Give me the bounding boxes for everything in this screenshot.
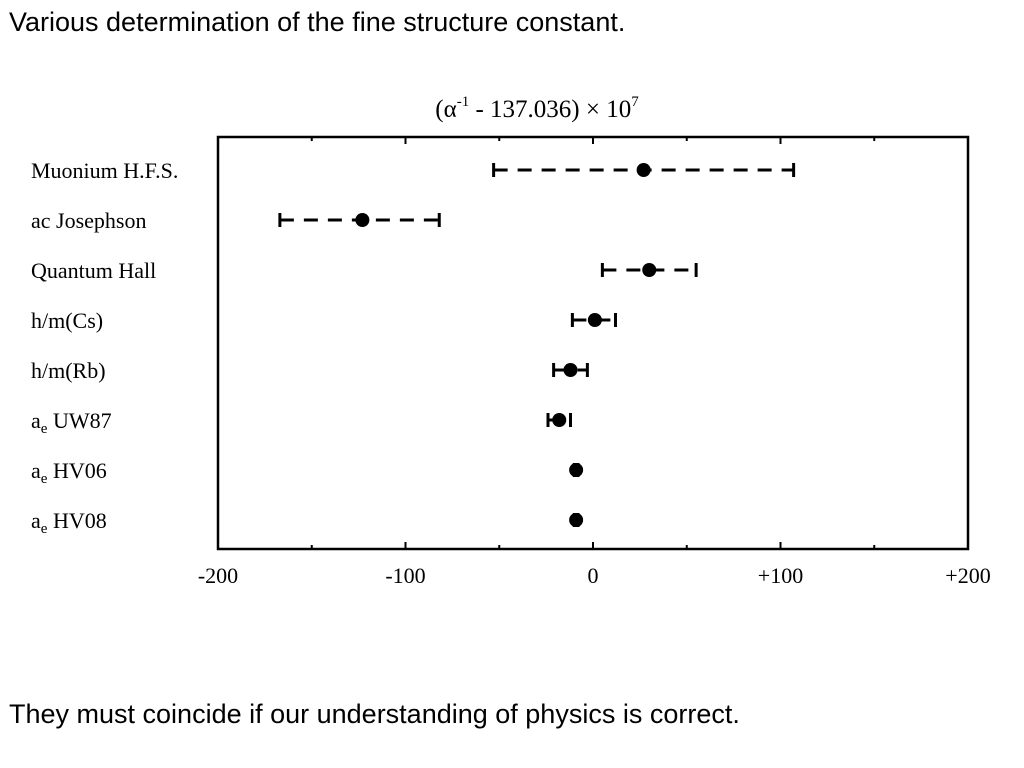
data-point bbox=[552, 413, 567, 427]
row-label: Muonium H.F.S. bbox=[31, 158, 178, 183]
row-label: Quantum Hall bbox=[31, 258, 156, 283]
data-point bbox=[355, 213, 370, 227]
row-label: ac Josephson bbox=[31, 208, 146, 233]
row-label: h/m(Cs) bbox=[31, 308, 103, 333]
x-tick-label: +200 bbox=[945, 563, 990, 588]
chart-title-base: (α bbox=[435, 96, 456, 123]
data-point bbox=[642, 263, 657, 277]
chart-title-exponent: -1 bbox=[457, 94, 470, 110]
x-tick-label: -100 bbox=[385, 563, 425, 588]
plot-frame bbox=[216, 135, 970, 551]
chart-title-middle: - 137.036) × 10 bbox=[469, 96, 631, 123]
row-label-name: UW87 bbox=[47, 408, 111, 433]
x-tick-label: -200 bbox=[198, 563, 238, 588]
row-label-subscript: e bbox=[41, 471, 48, 487]
row-label-subscript: e bbox=[41, 421, 48, 437]
data-point bbox=[563, 363, 578, 377]
row-label-prefix: a bbox=[31, 408, 41, 433]
row-label-prefix: a bbox=[31, 508, 41, 533]
row-label: ae HV06 bbox=[31, 458, 107, 487]
x-axis-ticks: -200 -100 0 +100 +200 bbox=[198, 137, 991, 588]
row-labels: Muonium H.F.S. ac Josephson Quantum Hall h/… bbox=[31, 158, 178, 537]
slide-heading: Various determination of the fine struct… bbox=[9, 7, 626, 37]
row-label-prefix: a bbox=[31, 458, 41, 483]
row-label-name: HV06 bbox=[47, 458, 106, 483]
row-label: ae UW87 bbox=[31, 408, 112, 437]
x-tick-label: +100 bbox=[758, 563, 803, 588]
row-label-name: HV08 bbox=[47, 508, 106, 533]
x-tick-label: 0 bbox=[588, 563, 599, 588]
row-label: h/m(Rb) bbox=[31, 358, 106, 383]
data-point bbox=[569, 513, 584, 527]
chart-title-power: 7 bbox=[631, 94, 639, 110]
data-point bbox=[569, 463, 584, 477]
data-point bbox=[636, 163, 651, 177]
data-point bbox=[587, 313, 602, 327]
data-marks bbox=[278, 163, 796, 527]
slide-footer: They must coincide if our understanding … bbox=[9, 699, 740, 729]
chart-title: (α-1 - 137.036) × 107 bbox=[435, 94, 639, 123]
row-label-subscript: e bbox=[41, 521, 48, 537]
row-label: ae HV08 bbox=[31, 508, 107, 537]
